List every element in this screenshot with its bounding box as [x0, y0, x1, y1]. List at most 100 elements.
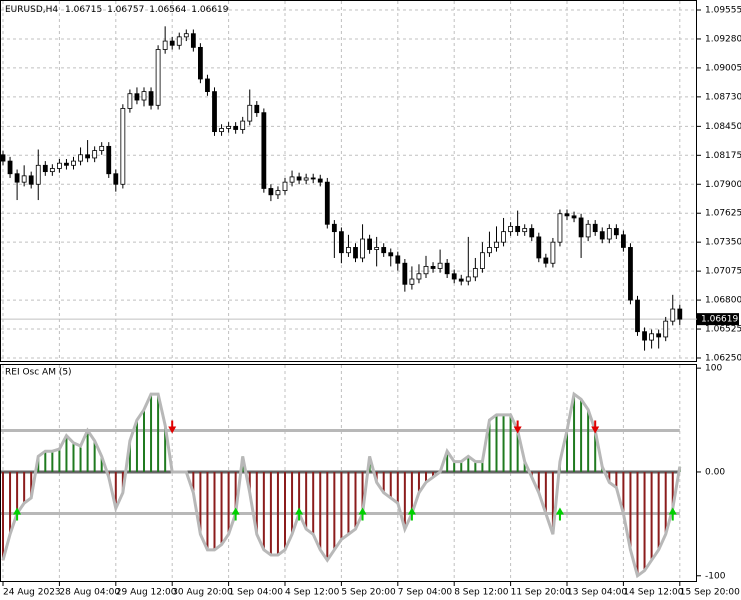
y-tick-label: 1.07350: [705, 238, 741, 248]
candle-body: [599, 231, 605, 240]
x-tick-label: 8 Sep 12:00: [454, 588, 509, 598]
candle-body: [92, 150, 98, 159]
oscillator-title: REI Osc AM (5): [5, 368, 72, 378]
candle-body: [564, 213, 570, 217]
candle-body: [7, 160, 13, 175]
candle-body: [677, 308, 683, 320]
candle-body: [529, 228, 535, 238]
symbol: EURUSD,H4: [5, 5, 58, 15]
y-tick-label: 1.07075: [705, 267, 741, 277]
candle-body: [205, 78, 210, 93]
y-tick-label: 1.08450: [705, 122, 741, 132]
candle-body: [197, 46, 203, 80]
candle-body: [324, 181, 330, 225]
y-tick-label: 1.06800: [705, 296, 741, 306]
y-tick-label: 1.09280: [705, 34, 741, 44]
candle-body: [479, 252, 485, 269]
candle-body: [592, 223, 598, 233]
y-tick-label: 0.00: [705, 467, 725, 477]
candle-body: [522, 228, 528, 233]
candle-body: [430, 265, 436, 269]
candle-body: [155, 49, 161, 106]
candle-body: [226, 125, 232, 129]
y-tick-label: 1.08175: [705, 151, 741, 161]
buy-arrow: [555, 507, 564, 521]
sell-arrow: [168, 420, 177, 434]
y-tick-label: 1.07625: [705, 209, 741, 219]
candle-body: [374, 247, 380, 250]
buy-arrow: [668, 507, 677, 521]
candle-body: [219, 128, 224, 133]
candle-body: [353, 247, 358, 259]
last-low: 1.06564: [149, 5, 186, 15]
candle-body: [621, 234, 626, 248]
candle-body: [346, 247, 351, 254]
candle-body: [169, 40, 175, 46]
candle-body: [472, 268, 478, 278]
candle-body: [141, 91, 147, 101]
candle-body: [120, 108, 126, 185]
last-close: 1.06619: [191, 5, 228, 15]
candle-body: [656, 333, 662, 338]
current-price-label: 1.06619: [701, 315, 738, 325]
candle-body: [437, 262, 443, 269]
candle-body: [49, 168, 55, 173]
y-tick-label: -100: [705, 571, 726, 581]
current-price-box: [697, 313, 739, 326]
candle-body: [444, 262, 450, 275]
candle-body: [247, 104, 253, 122]
candle-body: [585, 223, 591, 238]
buy-arrow: [13, 507, 22, 521]
buy-arrow: [407, 507, 416, 521]
candle-body: [134, 93, 140, 101]
candle-body: [317, 178, 323, 183]
chart-header: EURUSD,H4 1.06715 1.06757 1.06564 1.0661…: [5, 5, 229, 15]
candle-body: [99, 145, 105, 151]
x-tick-label: 13 Sep 04:00: [567, 588, 627, 598]
sell-arrow: [513, 420, 522, 434]
candle-body: [85, 154, 90, 159]
candle-body: [275, 190, 281, 196]
candle-body: [296, 176, 302, 181]
buy-arrow: [231, 507, 240, 521]
candle-body: [127, 93, 133, 109]
x-tick-label: 1 Sep 04:00: [229, 588, 284, 598]
candle-body: [409, 278, 415, 285]
candle-body: [21, 175, 27, 183]
candle-body: [381, 247, 387, 254]
candle-body: [508, 225, 514, 233]
last-open: 1.06715: [65, 5, 102, 15]
buy-arrow: [358, 507, 367, 521]
candle-body: [78, 154, 83, 162]
candle-body: [254, 104, 260, 114]
y-tick-label: 1.06250: [705, 353, 741, 363]
x-tick-label: 30 Aug 20:00: [172, 588, 233, 598]
candle-body: [176, 36, 182, 46]
candle-body: [148, 91, 154, 106]
buy-arrow: [295, 507, 304, 521]
candle-body: [416, 273, 422, 280]
candle-body: [303, 177, 309, 181]
candle-body: [402, 262, 408, 285]
candle-body: [360, 238, 365, 259]
candle-body: [71, 160, 76, 166]
candle-body: [190, 33, 196, 48]
candle-body: [106, 145, 112, 175]
candle-body: [649, 333, 654, 341]
candle-body: [543, 257, 549, 264]
candle-body: [261, 112, 267, 189]
y-tick-label: 1.07900: [705, 180, 741, 190]
candle-body: [42, 164, 48, 173]
candle-body: [233, 125, 239, 130]
candle-body: [0, 154, 6, 162]
candle-body: [663, 320, 669, 338]
candle-body: [113, 173, 119, 185]
candle-body: [388, 252, 394, 257]
y-tick-label: 1.06525: [705, 325, 741, 335]
candle-body: [338, 231, 344, 254]
candle-body: [465, 276, 471, 282]
x-tick-label: 24 Aug 2023: [3, 588, 61, 598]
x-tick-label: 5 Sep 20:00: [341, 588, 396, 598]
